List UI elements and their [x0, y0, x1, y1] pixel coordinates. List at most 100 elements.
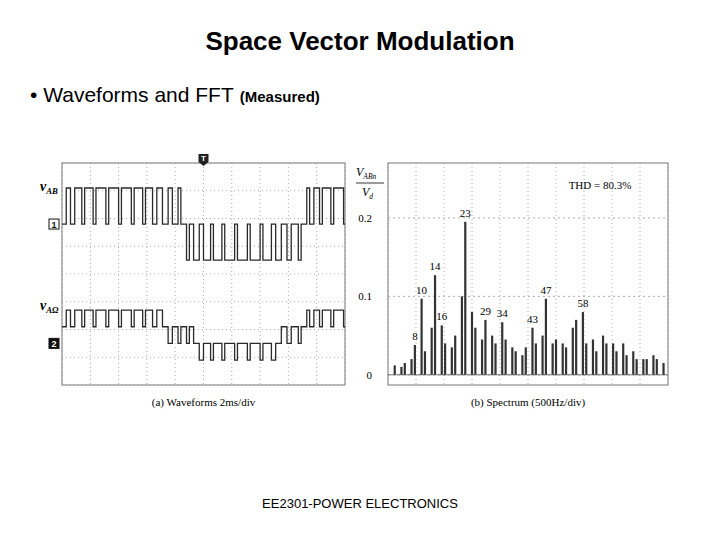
bar: [461, 296, 463, 374]
grid-line: [668, 163, 669, 385]
bar: [572, 328, 574, 375]
subscript: ABn: [362, 172, 376, 181]
grid-line: [231, 163, 232, 385]
caption: (a) Waveforms 2ms/div: [152, 396, 256, 409]
fraction-bar: [356, 183, 384, 184]
annotation: THD = 80.3%: [569, 179, 632, 191]
bar: [481, 340, 483, 375]
bar: [454, 336, 456, 375]
bar: [646, 359, 648, 375]
grid-line: [388, 296, 668, 297]
tick-label: 0.1: [358, 290, 372, 302]
grid-line: [62, 301, 345, 302]
footer: EE2301-POWER ELECTRONICS: [262, 496, 458, 511]
bar: [444, 343, 446, 374]
bar: [441, 325, 443, 374]
plot-frame: [62, 163, 345, 385]
bar-label: 23: [460, 207, 472, 219]
subscript: d: [369, 192, 373, 201]
bar: [525, 347, 527, 374]
bullet: • Waveforms and FFT: [30, 83, 234, 106]
grid-line: [528, 163, 529, 385]
grid-line: [62, 329, 345, 330]
bar-label: 43: [527, 313, 539, 325]
tick-label: 0.2: [358, 212, 372, 224]
channel-marker: 1: [49, 219, 59, 230]
bar: [615, 351, 617, 375]
bar: [662, 363, 664, 375]
bar: [562, 343, 564, 374]
bar: [595, 351, 597, 375]
bar: [414, 345, 416, 375]
grid-line: [388, 163, 389, 385]
bar: [451, 347, 453, 374]
grid-line: [62, 274, 345, 275]
bar: [511, 347, 513, 374]
grid-line: [288, 163, 289, 385]
bar: [625, 355, 627, 375]
trigger-label: T: [201, 154, 206, 163]
bar: [632, 351, 634, 375]
bars: [394, 222, 665, 375]
bar: [404, 363, 406, 375]
caption: (b) Spectrum (500Hz/div): [471, 396, 586, 409]
bar: [612, 343, 614, 374]
tick-label: 0: [367, 369, 373, 381]
bar: [602, 336, 604, 375]
bar: [474, 328, 476, 375]
bar: [521, 355, 523, 375]
bar: [582, 312, 584, 375]
grid-line: [388, 374, 668, 375]
bar: [505, 340, 507, 375]
bar-label: 14: [430, 260, 442, 272]
grid-line: [62, 190, 345, 191]
grid-line: [62, 218, 345, 219]
bar-label: 47: [540, 284, 552, 296]
bar: [484, 320, 486, 375]
trace: [62, 188, 345, 260]
channel-label: 1: [51, 220, 56, 230]
bar: [585, 343, 587, 374]
series-label: vAB: [40, 179, 58, 196]
bar: [642, 359, 644, 375]
waveform-chart: vAB1vAΩ2T(a) Waveforms 2ms/div: [40, 154, 345, 409]
grid-line: [62, 385, 345, 386]
grid-line: [556, 163, 557, 385]
bar: [501, 322, 503, 375]
bar: [622, 343, 624, 374]
bar: [491, 336, 493, 375]
bar-label: 58: [577, 297, 589, 309]
bar: [541, 336, 543, 375]
trigger-marker: T: [199, 154, 209, 166]
traces: [62, 188, 345, 360]
grid-line: [472, 163, 473, 385]
grid-line: [500, 163, 501, 385]
trigger-shape: [199, 154, 209, 166]
bar: [535, 343, 537, 374]
channel-label: 2: [51, 339, 56, 349]
channel-box: [49, 219, 59, 229]
bar: [464, 222, 466, 375]
bullet-note: (Measured): [240, 88, 320, 105]
trace: [62, 310, 345, 360]
baseline: [388, 374, 668, 375]
bar: [424, 351, 426, 375]
bar-label: 34: [497, 307, 509, 319]
bar: [410, 359, 412, 375]
bar: [592, 340, 594, 375]
bar: [531, 328, 533, 375]
bar: [471, 312, 473, 375]
bar: [400, 367, 402, 375]
bar: [555, 340, 557, 375]
bar: [421, 299, 423, 375]
grid-line: [316, 163, 317, 385]
bar: [652, 355, 654, 375]
subscript: AΩ: [45, 305, 59, 315]
ylabel-denominator: Vd: [362, 185, 373, 201]
plot-frame: [388, 163, 668, 385]
spectrum-chart: 00.10.2VABnVd8101416232934434758THD = 80…: [356, 163, 668, 409]
bar: [394, 365, 396, 374]
bar: [605, 343, 607, 374]
bar-label: 8: [412, 330, 418, 342]
bar-label: 10: [416, 284, 428, 296]
